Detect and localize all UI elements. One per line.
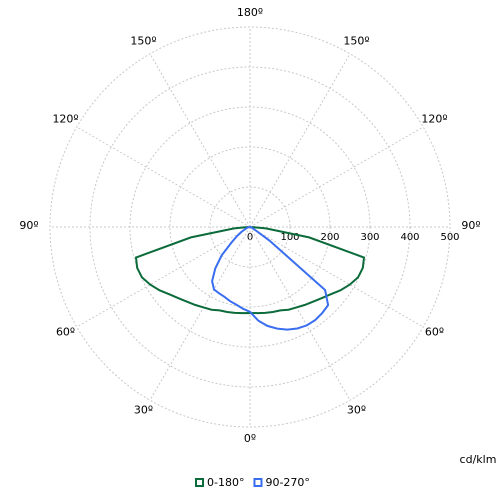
grid-spoke — [149, 226, 251, 401]
angle-label: 180º — [237, 6, 263, 19]
r-tick-label: 400 — [400, 232, 419, 243]
grid-spoke — [76, 226, 251, 328]
r-tick-label: 500 — [440, 232, 459, 243]
angle-label: 150º — [130, 35, 156, 48]
grid-spoke — [249, 53, 351, 228]
angle-label: 120º — [421, 113, 447, 126]
series-line — [211, 226, 330, 331]
legend-label: 0-180° — [207, 476, 244, 489]
legend-label: 90-270° — [265, 476, 309, 489]
r-tick-label: 100 — [280, 232, 299, 243]
angle-label: 90º — [19, 219, 38, 232]
r-tick-label: 300 — [360, 232, 379, 243]
legend-swatch — [195, 478, 204, 487]
angle-label: 0º — [244, 432, 256, 445]
angle-label: 60º — [425, 326, 444, 339]
angle-label: 30º — [347, 403, 366, 416]
r-tick-label: 200 — [320, 232, 339, 243]
angle-label: 30º — [134, 403, 153, 416]
grid-spoke — [249, 226, 351, 401]
grid-spoke — [249, 126, 424, 228]
legend-swatch — [253, 478, 263, 487]
angle-label: 120º — [52, 113, 78, 126]
grid-spoke — [76, 126, 251, 228]
grid-ring — [49, 26, 451, 428]
grid-spoke — [249, 226, 424, 328]
unit-label: cd/klm — [460, 453, 497, 466]
angle-label: 90º — [461, 219, 480, 232]
r-tick-label: 0 — [247, 232, 253, 243]
grid-spoke — [149, 53, 251, 228]
angle-label: 150º — [343, 35, 369, 48]
angle-label: 60º — [56, 326, 75, 339]
